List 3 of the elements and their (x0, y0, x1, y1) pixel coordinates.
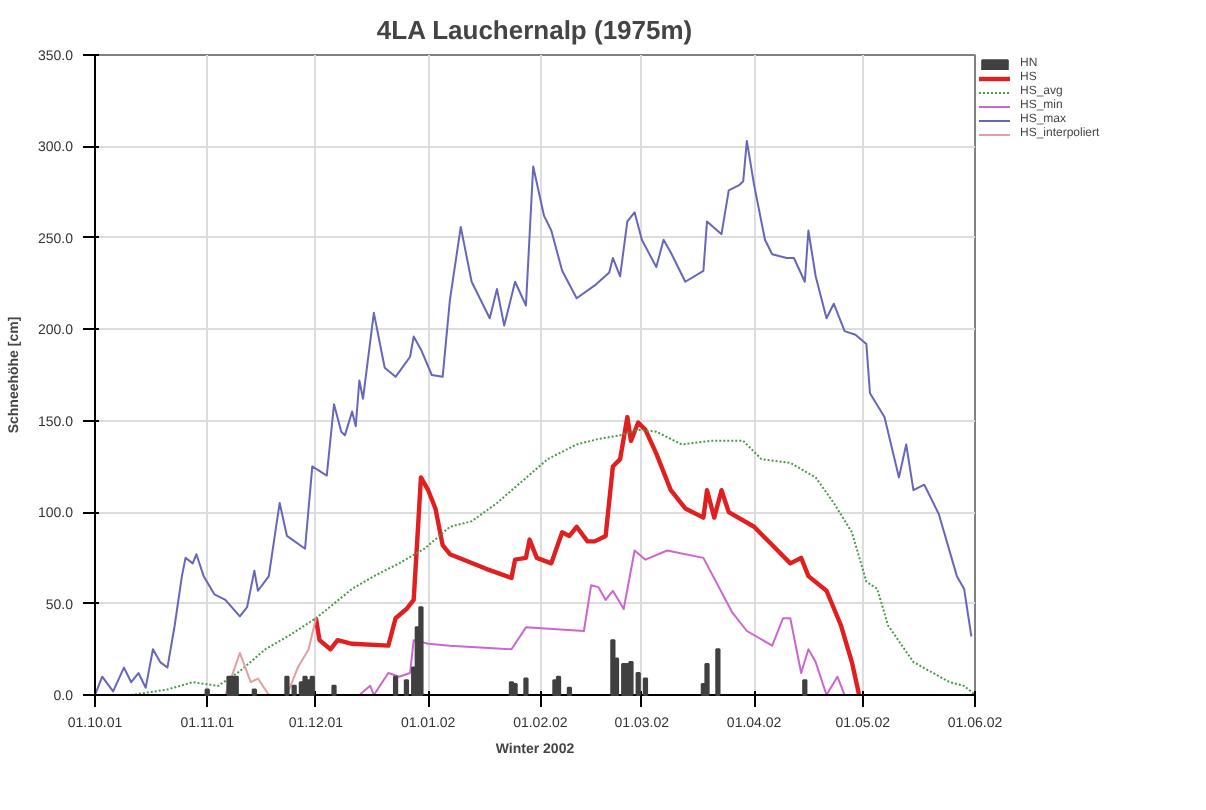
chart-title: 4LA Lauchernalp (1975m) (376, 15, 693, 45)
line-series (313, 414, 862, 695)
line-series (224, 617, 317, 695)
